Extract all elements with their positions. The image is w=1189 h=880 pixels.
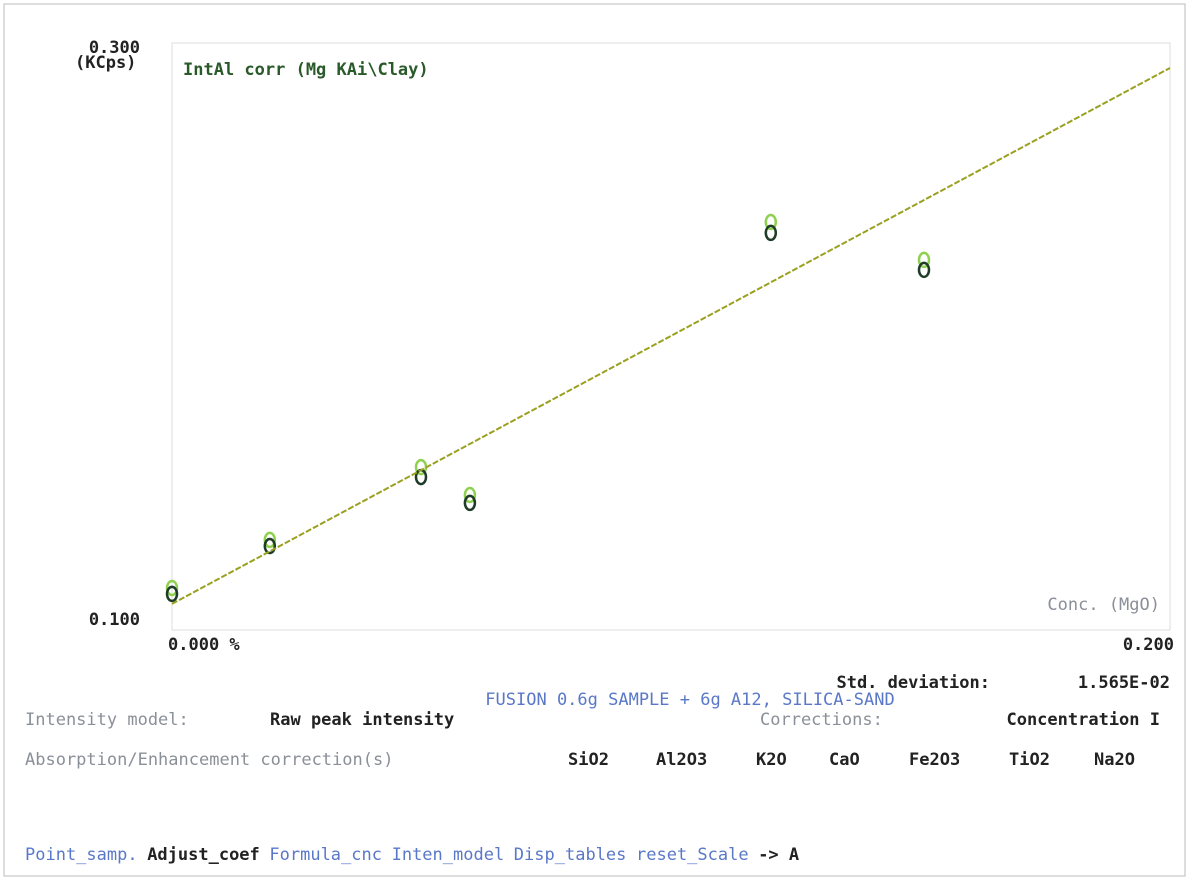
oxide: K2O: [756, 750, 787, 770]
data-point: [917, 261, 931, 279]
y-axis-unit: (KCps): [75, 53, 136, 73]
oxide: TiO2: [1009, 750, 1050, 770]
sample-description: FUSION 0.6g SAMPLE + 6g A12, SILICA-SAND: [485, 690, 894, 710]
x-tick-label: 0.200: [1123, 635, 1174, 655]
data-point: [463, 494, 477, 512]
intensity-model-label: Intensity model:: [25, 710, 189, 730]
fit-line: [171, 67, 1171, 605]
x-tick-label: 0.000 %: [168, 635, 240, 655]
absorption-label: Absorption/Enhancement correction(s): [25, 750, 393, 770]
data-point: [764, 224, 778, 242]
x-axis-label: Conc. (MgO): [1047, 595, 1160, 615]
intensity-model-value: Raw peak intensity: [270, 710, 454, 730]
data-point: [764, 213, 778, 231]
data-point: [263, 531, 277, 549]
oxide: Fe2O3: [909, 750, 960, 770]
std-dev-label: Std. deviation:: [836, 673, 990, 693]
menu-item[interactable]: -> A: [758, 845, 799, 865]
std-dev-value: 1.565E-02: [1078, 673, 1170, 693]
oxide: Al2O3: [656, 750, 707, 770]
menu-item[interactable]: Disp_tables: [514, 845, 627, 865]
chart-title: IntAl corr (Mg KAi\Clay): [183, 60, 429, 80]
menu-item[interactable]: reset_Scale: [636, 845, 749, 865]
data-point: [165, 585, 179, 603]
corrections-label: Corrections:: [760, 710, 883, 730]
plot-frame: [171, 42, 1171, 631]
menu-item[interactable]: Point_samp.: [25, 845, 138, 865]
y-tick-label: 0.300: [89, 38, 140, 58]
data-point: [917, 251, 931, 269]
window-border: [3, 3, 1186, 877]
menu-bar: Point_samp. Adjust_coef Formula_cnc Inten_m…: [25, 845, 799, 865]
data-point: [263, 537, 277, 555]
oxide-list: SiO2 Al2O3 K2O CaO Fe2O3 TiO2 Na2O: [568, 750, 1135, 770]
menu-item[interactable]: Adjust_coef: [147, 845, 260, 865]
oxide: SiO2: [568, 750, 609, 770]
menu-item[interactable]: Inten_model: [392, 845, 505, 865]
corrections-value: Concentration I: [1006, 710, 1160, 730]
y-tick-label: 0.100: [89, 610, 140, 630]
oxide: Na2O: [1094, 750, 1135, 770]
data-point: [463, 486, 477, 504]
menu-item[interactable]: Formula_cnc: [269, 845, 382, 865]
data-point: [165, 579, 179, 597]
oxide: CaO: [829, 750, 860, 770]
